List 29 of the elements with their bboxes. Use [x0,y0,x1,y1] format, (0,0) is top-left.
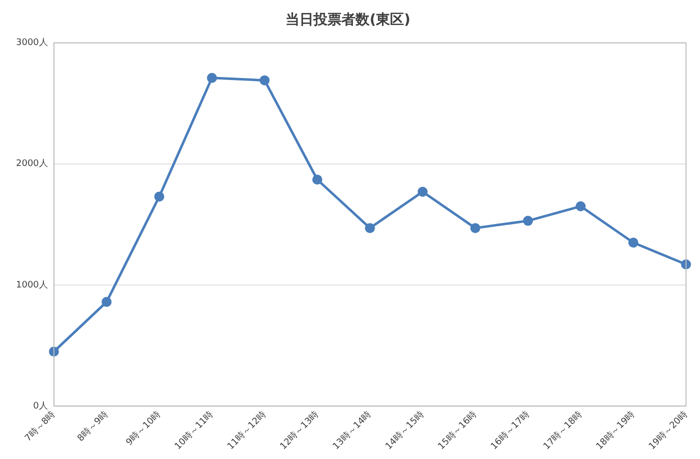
x-tick-label: 11時～12時 [225,408,268,452]
x-tick-label: 17時～18時 [541,408,584,452]
x-tick-label: 18時～19時 [594,408,638,452]
y-tick-label: 2000人 [16,158,48,170]
point [522,216,533,226]
point [260,75,270,86]
x-tick-label: 10時～11時 [172,408,216,452]
point [206,72,217,83]
x-tick-label: 19時～20時 [646,408,690,452]
point [312,174,322,185]
point [628,238,638,248]
y-tick-label: 1000人 [16,279,48,290]
point [576,201,586,212]
point [102,296,112,307]
x-tick-label: 12時～13時 [278,408,322,452]
x-tick-label: 13時～14時 [330,408,374,452]
point [364,223,375,234]
point [470,223,480,234]
x-tick-label: 15時～16時 [436,408,480,452]
chart-title: 当日投票者数(東区) [286,12,410,28]
point [418,186,428,197]
x-tick-label: 9時～10時 [124,408,164,448]
x-tick-label: 8時～9時 [75,408,110,444]
x-tick-label: 14時～15時 [383,408,426,452]
y-tick-label: 3000人 [16,37,48,48]
x-tick-label: 16時～17時 [488,408,532,452]
x-tick-label: 7時～8時 [22,408,58,444]
y-tick-label: 0人 [33,400,48,412]
point [154,192,164,202]
